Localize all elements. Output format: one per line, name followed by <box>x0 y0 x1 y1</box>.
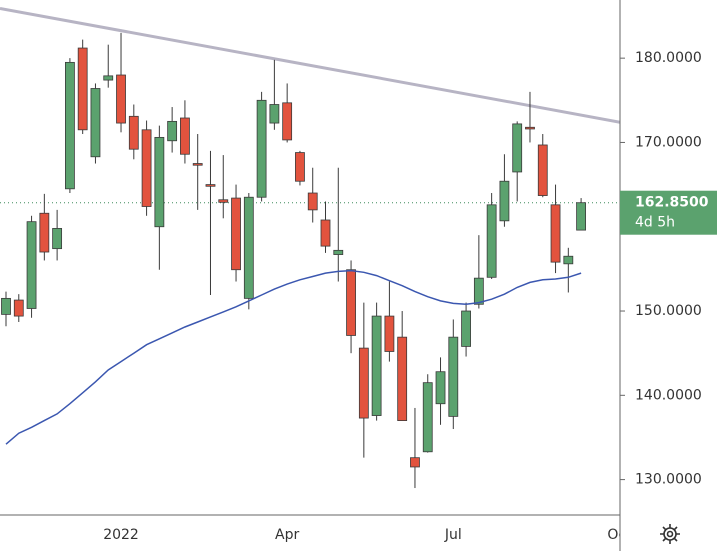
candle-body <box>65 61 75 190</box>
candle-body <box>90 88 101 158</box>
candle-body <box>243 196 254 299</box>
candle-body <box>320 219 331 247</box>
candle-body <box>1 297 11 315</box>
x-tick-label: Apr <box>275 527 299 543</box>
candle-body <box>499 180 510 222</box>
candle-body <box>192 163 203 166</box>
candle-body <box>167 120 178 142</box>
candle-body <box>103 75 114 81</box>
candle-body <box>397 336 408 421</box>
candle-body <box>52 228 63 250</box>
candle-body <box>576 202 586 231</box>
candle-body <box>550 204 561 263</box>
candle-body <box>512 123 523 173</box>
trend-line <box>0 6 620 124</box>
y-tick-label: 150.0000 <box>635 303 702 319</box>
candle-body <box>39 212 50 253</box>
settings-icon[interactable] <box>660 524 680 544</box>
candle-body <box>346 269 356 336</box>
candle-body <box>180 117 190 155</box>
candle-body <box>448 336 459 417</box>
candle-body <box>256 99 267 198</box>
x-tick-label: Oct <box>607 527 632 543</box>
candle-body <box>333 249 344 255</box>
x-tick-label: 2022 <box>103 527 139 543</box>
candle-body <box>26 221 37 309</box>
x-axis: 2022 Apr Jul Oct <box>103 527 632 543</box>
candle-body <box>218 199 229 203</box>
candle-body <box>295 152 305 182</box>
candle-body <box>141 129 152 207</box>
candle-body <box>358 347 369 419</box>
plot-area <box>0 6 620 489</box>
price-tag <box>620 190 717 235</box>
y-tick-label: 170.0000 <box>635 134 702 150</box>
candle-body <box>154 136 165 228</box>
candle-body <box>116 74 126 124</box>
candle-body <box>231 197 241 271</box>
countdown-label: 4d 5h <box>635 215 675 231</box>
candle-body <box>13 299 24 317</box>
candle-body <box>384 315 395 352</box>
candle-body <box>371 315 382 416</box>
moving-average <box>5 269 582 445</box>
candle-body <box>269 104 280 124</box>
candle-body <box>473 277 484 305</box>
price-tag-label: 162.8500 <box>635 195 709 211</box>
y-tick-label: 140.0000 <box>635 387 702 403</box>
candle-body <box>282 102 293 141</box>
candle-body <box>77 47 88 131</box>
candle-body <box>435 371 446 405</box>
candle-body <box>486 204 497 278</box>
x-tick-label: Jul <box>444 527 462 543</box>
candle-body <box>525 126 535 130</box>
candle-body <box>422 382 433 453</box>
y-tick-label: 130.0000 <box>635 472 702 488</box>
candle-body <box>410 457 420 468</box>
y-tick-label: 180.0000 <box>635 50 702 66</box>
candle-body <box>461 310 471 347</box>
candle-body <box>537 144 548 196</box>
candle-body <box>128 115 139 150</box>
candle-body <box>563 255 574 265</box>
y-axis: 130.0000140.0000150.0000160.0000170.0000… <box>620 50 717 488</box>
candle-body <box>307 192 318 211</box>
candle-body <box>205 184 216 187</box>
